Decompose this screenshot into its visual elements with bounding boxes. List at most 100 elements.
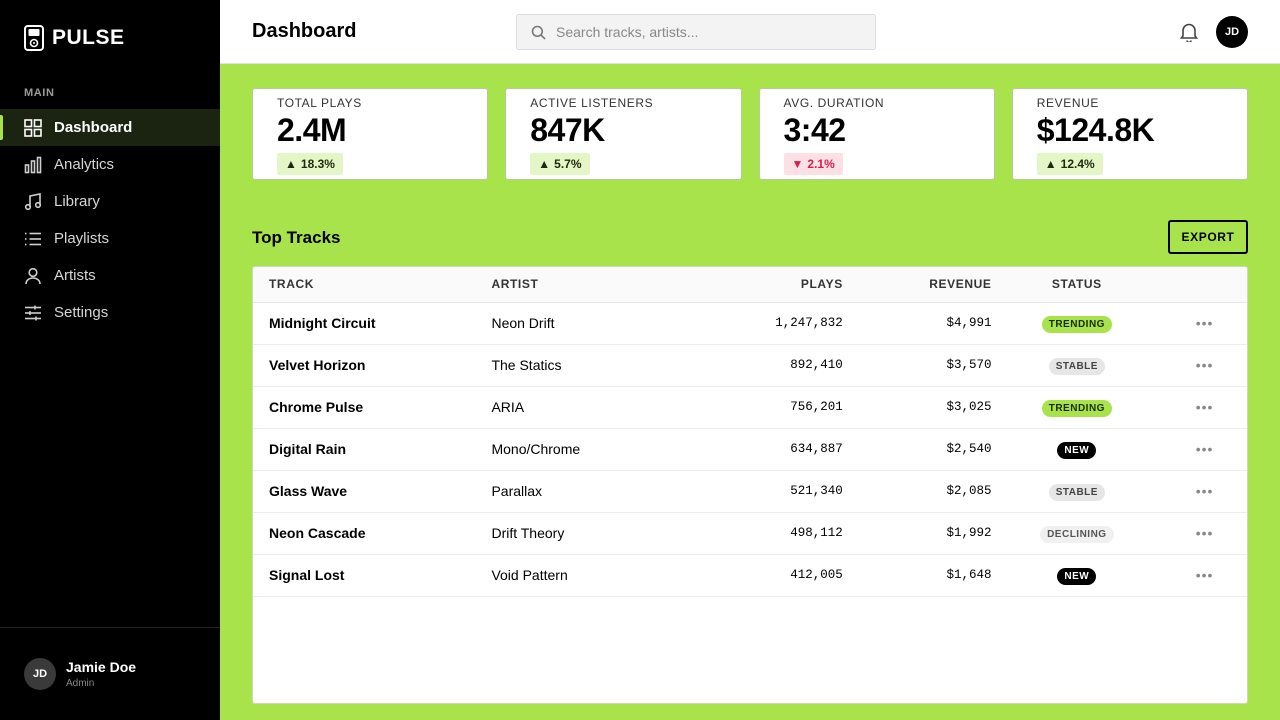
more-options-icon[interactable]: •••: [1162, 428, 1247, 471]
sidebar-item-library[interactable]: Library: [0, 183, 220, 220]
stat-value: 2.4M: [277, 112, 347, 148]
avatar[interactable]: JD: [1216, 16, 1248, 48]
sidebar-item-label: Analytics: [54, 156, 115, 173]
search-bar[interactable]: [516, 14, 876, 50]
more-options-icon[interactable]: •••: [1162, 512, 1247, 555]
avatar: JD: [24, 658, 56, 690]
status-badge: NEW: [1057, 441, 1097, 459]
sidebar-item-label: Playlists: [54, 230, 110, 247]
ipod-logo-icon: [24, 25, 44, 51]
revenue-amount: $2,085: [842, 470, 992, 513]
table-row[interactable]: Digital Rain Mono/Chrome 634,887 $2,540 …: [253, 428, 1247, 471]
stat-label: ACTIVE LISTENERS: [530, 96, 654, 110]
more-options-icon[interactable]: •••: [1162, 344, 1247, 387]
table-row[interactable]: Signal Lost Void Pattern 412,005 $1,648 …: [253, 554, 1247, 597]
list-icon: [25, 232, 41, 245]
table-row[interactable]: Neon Cascade Drift Theory 498,112 $1,992…: [253, 512, 1247, 555]
revenue-amount: $4,991: [842, 302, 992, 345]
search-icon: [531, 25, 546, 40]
artist-name: Neon Drift: [491, 302, 683, 345]
sidebar-user[interactable]: JD Jamie Doe Admin: [0, 627, 220, 720]
table-header-row: TRACK ARTIST PLAYS REVENUE STATUS: [253, 267, 1247, 303]
status-badge: TRENDING: [1041, 315, 1112, 333]
stat-delta-value: 2.1%: [807, 157, 835, 171]
table-row[interactable]: Midnight Circuit Neon Drift 1,247,832 $4…: [253, 302, 1247, 345]
plays-count: 892,410: [682, 344, 843, 387]
column-header-revenue[interactable]: REVENUE: [842, 267, 992, 303]
track-name: Chrome Pulse: [253, 386, 492, 429]
search-input[interactable]: [556, 24, 856, 40]
sidebar: PULSE MAIN Dashboard Analytics Library: [0, 0, 220, 720]
music-note-icon: [24, 192, 42, 210]
stat-card-active-listeners: ACTIVE LISTENERS 847K ▲ 5.7%: [505, 88, 742, 180]
nav-section-label: MAIN: [24, 87, 55, 99]
sidebar-item-playlists[interactable]: Playlists: [0, 220, 220, 257]
logo[interactable]: PULSE: [24, 25, 125, 51]
stat-delta: ▲ 12.4%: [1036, 153, 1103, 175]
sidebar-nav: Dashboard Analytics Library Playlists: [0, 109, 220, 331]
status-badge: TRENDING: [1041, 399, 1112, 417]
stat-delta: ▲ 5.7%: [530, 153, 590, 175]
stat-card-total-plays: TOTAL PLAYS 2.4M ▲ 18.3%: [252, 88, 489, 180]
export-button[interactable]: EXPORT: [1168, 220, 1248, 254]
column-header-artist[interactable]: ARTIST: [491, 267, 683, 303]
bell-icon[interactable]: [1180, 22, 1198, 42]
bar-chart-icon: [24, 156, 42, 173]
column-header-actions: [1162, 267, 1247, 303]
sidebar-item-analytics[interactable]: Analytics: [0, 146, 220, 183]
artist-name: Drift Theory: [491, 512, 683, 555]
stat-delta-value: 18.3%: [300, 157, 335, 171]
top-header: Dashboard JD: [220, 0, 1280, 64]
more-options-icon[interactable]: •••: [1162, 386, 1247, 429]
plays-count: 756,201: [682, 386, 843, 429]
track-name: Digital Rain: [253, 428, 492, 471]
track-name: Midnight Circuit: [253, 302, 492, 345]
track-name: Signal Lost: [253, 554, 492, 597]
column-header-track[interactable]: TRACK: [253, 267, 492, 303]
sidebar-item-label: Dashboard: [54, 119, 133, 136]
stat-card-avg-duration: AVG. DURATION 3:42 ▼ 2.1%: [758, 88, 995, 180]
grid-icon: [24, 118, 42, 137]
sidebar-item-label: Library: [54, 193, 100, 210]
plays-count: 498,112: [682, 512, 843, 555]
more-options-icon[interactable]: •••: [1162, 470, 1247, 513]
user-role: Admin: [66, 678, 95, 689]
column-header-plays[interactable]: PLAYS: [682, 267, 843, 303]
sidebar-item-settings[interactable]: Settings: [0, 294, 220, 331]
revenue-amount: $3,025: [842, 386, 992, 429]
track-name: Neon Cascade: [253, 512, 492, 555]
artist-name: Parallax: [491, 470, 683, 513]
triangle-up-icon: ▲: [1044, 157, 1057, 171]
artist-name: The Statics: [491, 344, 683, 387]
sidebar-item-artists[interactable]: Artists: [0, 257, 220, 294]
more-options-icon[interactable]: •••: [1162, 554, 1247, 597]
status-badge: DECLINING: [1040, 525, 1114, 543]
table-row[interactable]: Glass Wave Parallax 521,340 $2,085 STABL…: [253, 470, 1247, 513]
revenue-amount: $1,992: [842, 512, 992, 555]
column-header-status[interactable]: STATUS: [991, 267, 1163, 303]
sidebar-item-label: Artists: [54, 267, 96, 284]
plays-count: 1,247,832: [682, 302, 843, 345]
section-title-top-tracks: Top Tracks: [252, 228, 341, 247]
artist-name: Void Pattern: [491, 554, 683, 597]
stat-value: 847K: [530, 112, 605, 148]
stat-label: AVG. DURATION: [783, 96, 885, 110]
brand-name: PULSE: [52, 26, 125, 49]
revenue-amount: $3,570: [842, 344, 992, 387]
stat-value: $124.8K: [1036, 112, 1155, 148]
status-badge: STABLE: [1048, 357, 1105, 375]
stat-card-revenue: REVENUE $124.8K ▲ 12.4%: [1011, 88, 1248, 180]
table-row[interactable]: Velvet Horizon The Statics 892,410 $3,57…: [253, 344, 1247, 387]
more-options-icon[interactable]: •••: [1162, 302, 1247, 345]
table-row[interactable]: Chrome Pulse ARIA 756,201 $3,025 TRENDIN…: [253, 386, 1247, 429]
stat-value: 3:42: [783, 112, 847, 148]
status-badge: NEW: [1057, 567, 1097, 585]
stat-label: REVENUE: [1036, 96, 1099, 110]
sidebar-item-dashboard[interactable]: Dashboard: [0, 109, 220, 146]
plays-count: 521,340: [682, 470, 843, 513]
revenue-amount: $2,540: [842, 428, 992, 471]
stat-delta-value: 5.7%: [554, 157, 582, 171]
stat-delta: ▲ 18.3%: [277, 153, 343, 175]
track-name: Velvet Horizon: [253, 344, 492, 387]
user-name: Jamie Doe: [66, 659, 137, 675]
